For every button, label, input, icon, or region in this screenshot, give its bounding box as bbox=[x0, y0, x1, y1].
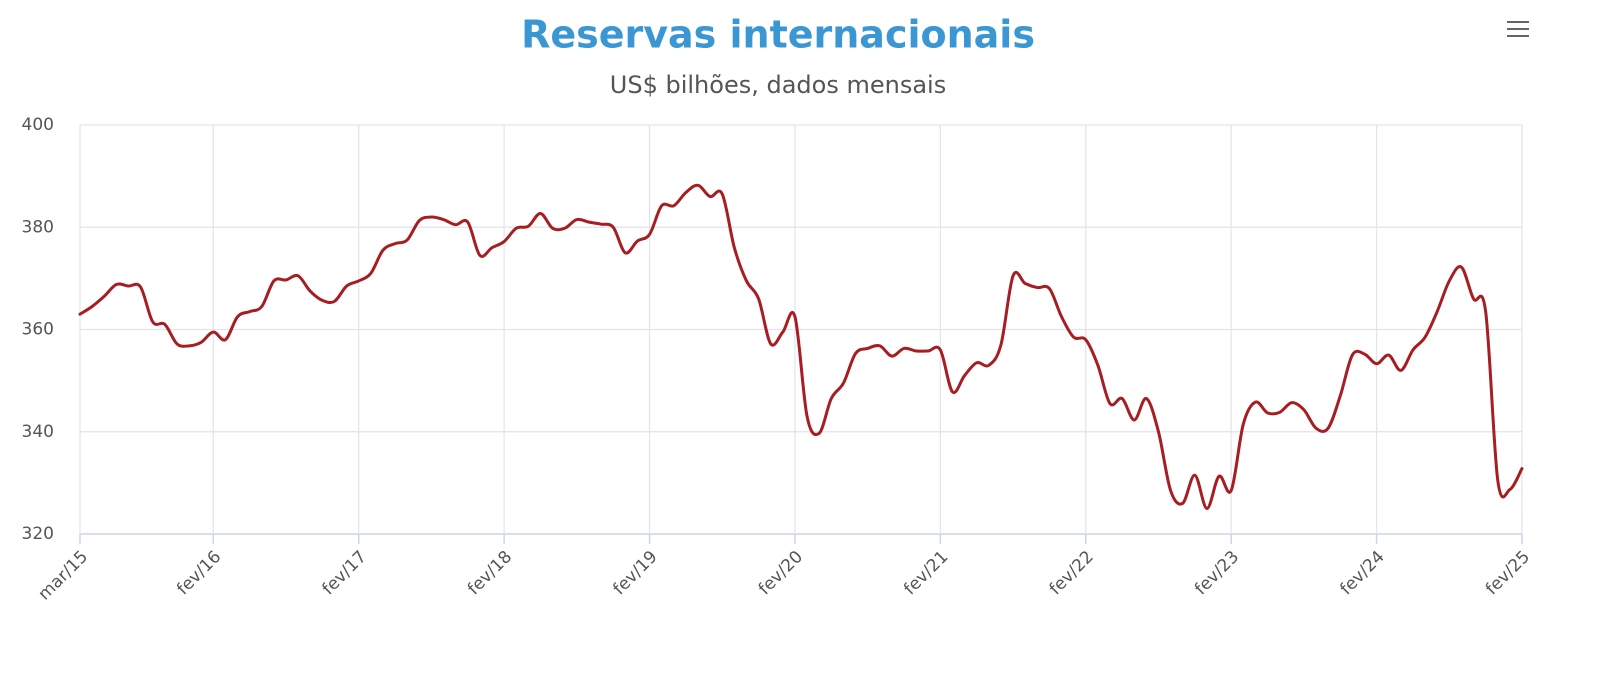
data-line bbox=[78, 183, 1524, 510]
y-tick-label: 360 bbox=[22, 320, 54, 340]
y-tick-label: 400 bbox=[22, 115, 54, 135]
menu-button[interactable] bbox=[1500, 14, 1536, 44]
y-tick-label: 320 bbox=[22, 524, 54, 544]
y-tick-label: 380 bbox=[22, 217, 54, 237]
y-tick-label: 340 bbox=[22, 422, 54, 442]
chart-subtitle: US$ bilhões, dados mensais bbox=[610, 71, 946, 99]
chart-title: Reservas internacionais bbox=[521, 13, 1035, 57]
